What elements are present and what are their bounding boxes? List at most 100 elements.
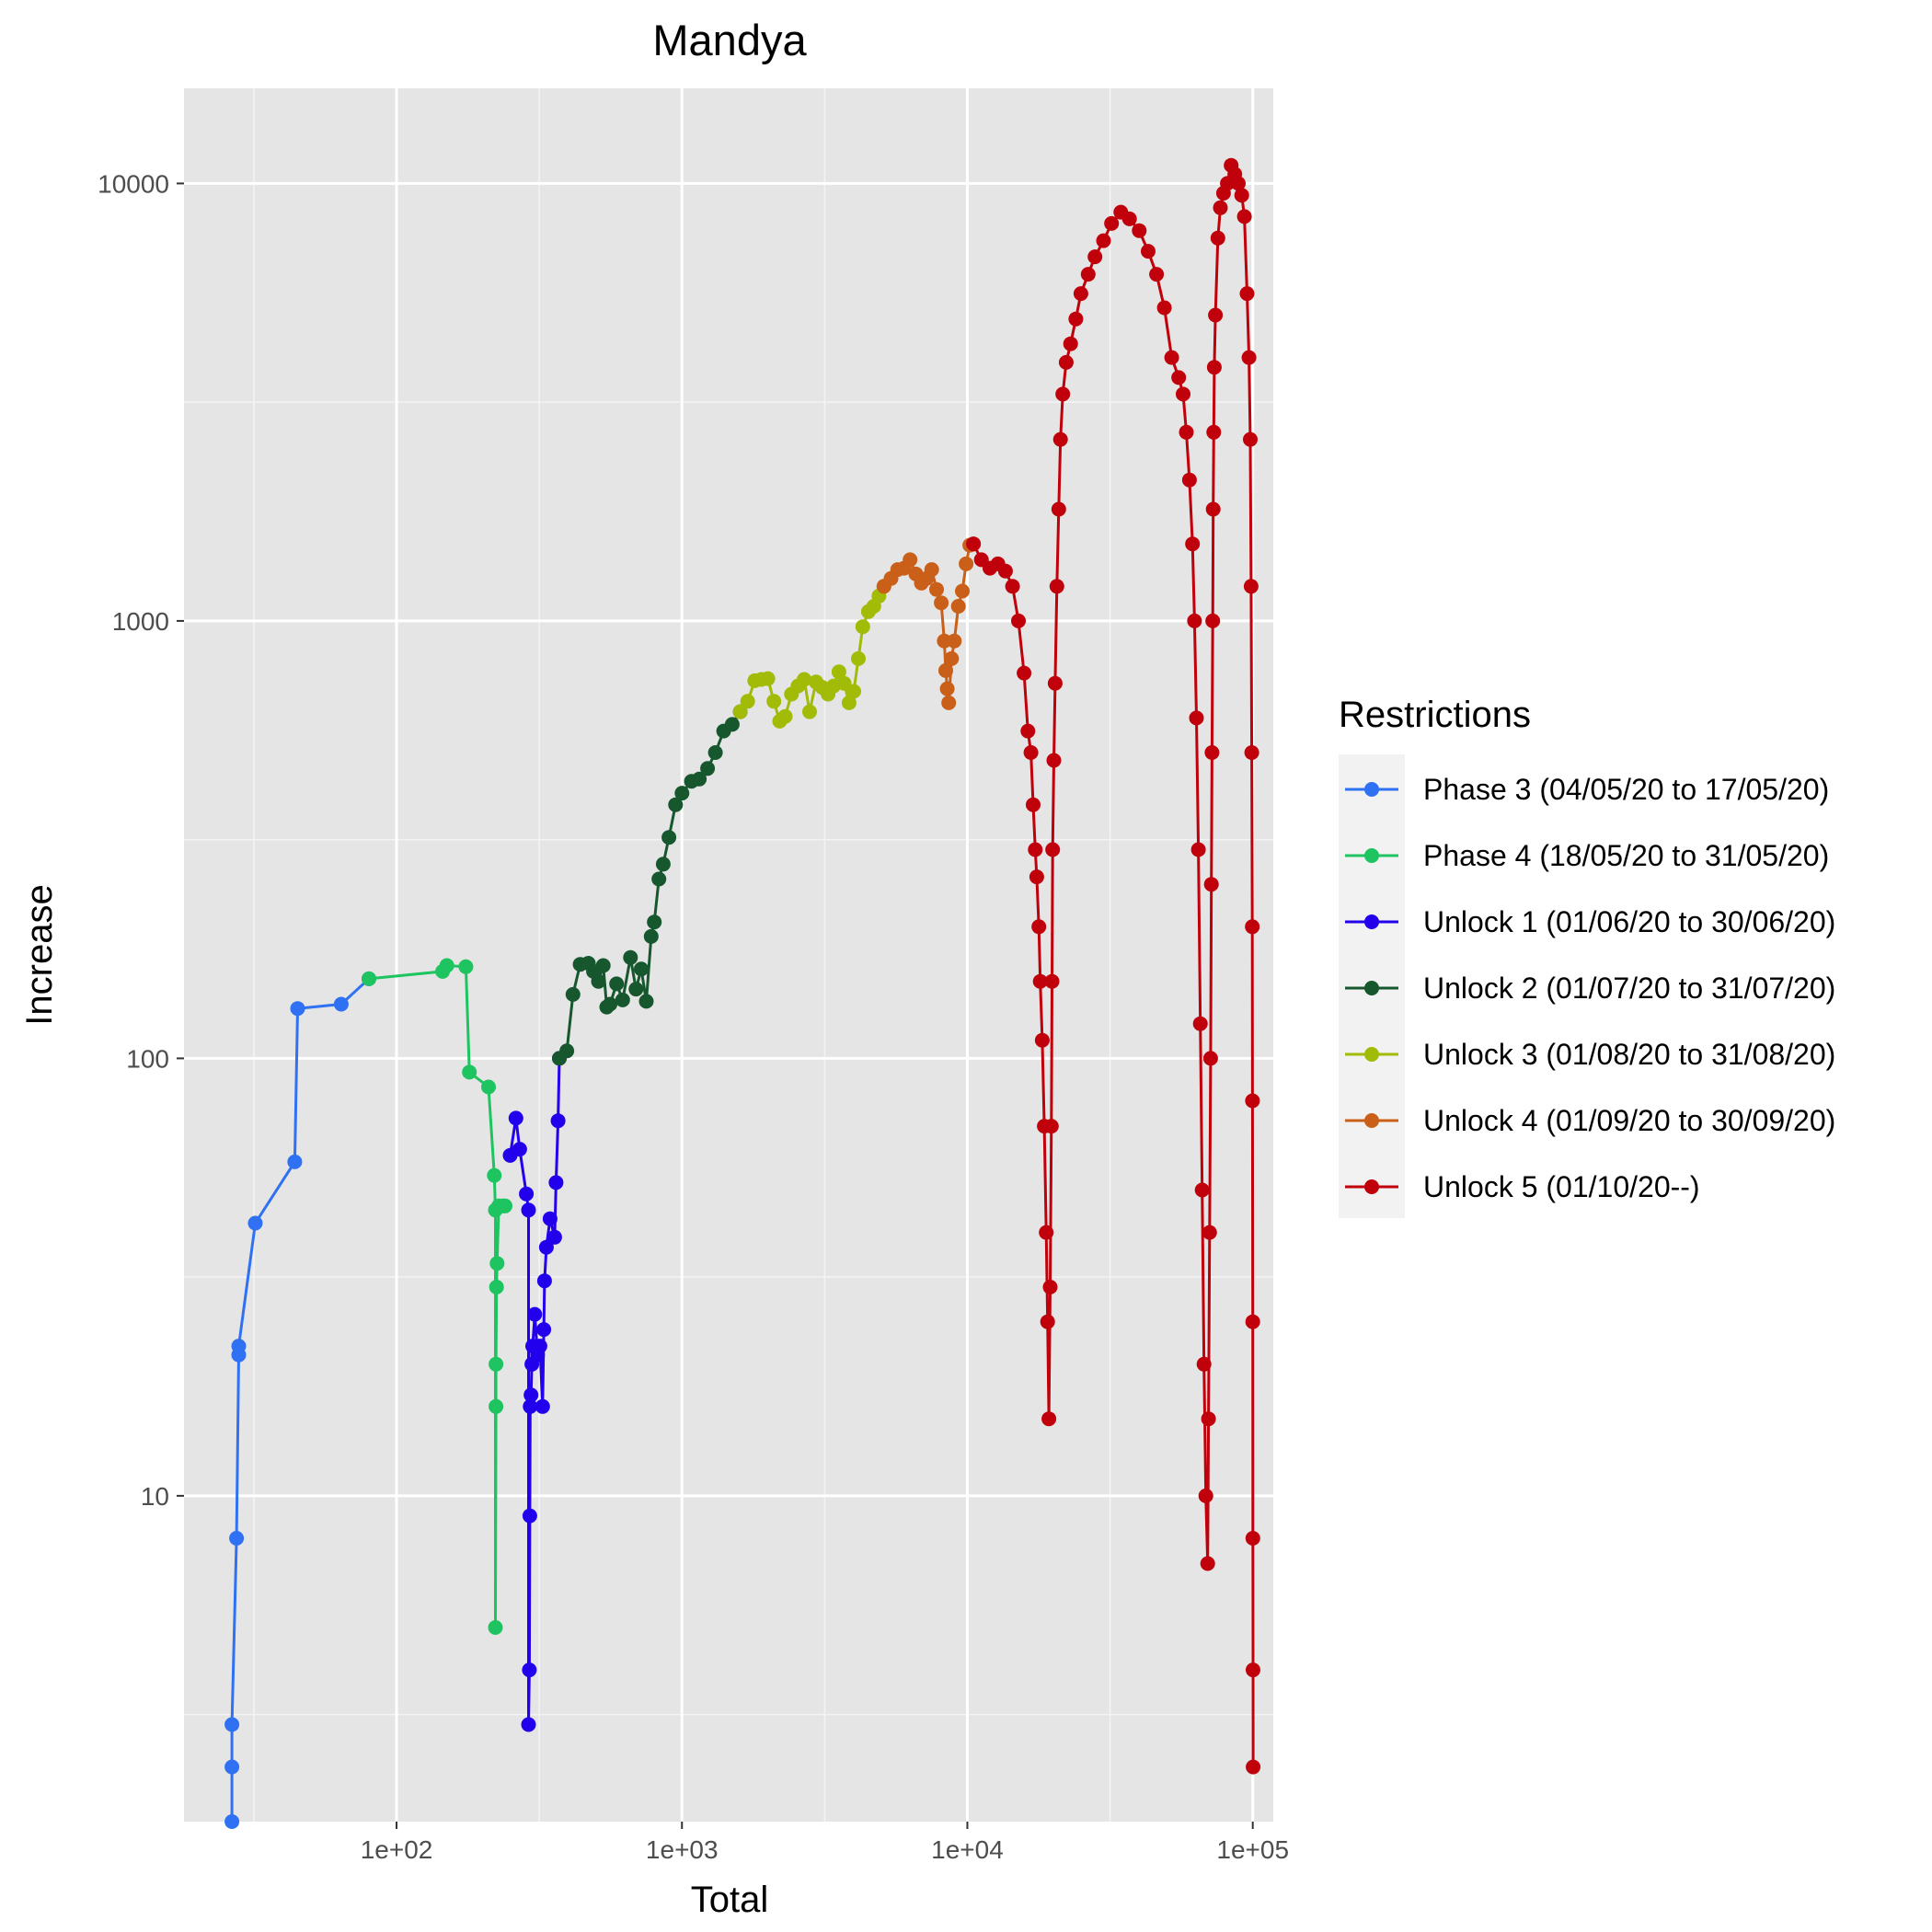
data-point <box>924 562 939 578</box>
data-point <box>628 982 644 997</box>
data-point <box>1040 1314 1055 1329</box>
data-point <box>1045 842 1061 857</box>
data-point <box>1052 431 1068 447</box>
data-point <box>1189 710 1204 726</box>
legend-key-point <box>1364 914 1379 929</box>
data-point <box>458 959 474 974</box>
data-point <box>692 771 707 787</box>
data-point <box>1096 233 1111 248</box>
data-point <box>1198 1488 1213 1503</box>
data-point <box>1187 613 1202 628</box>
data-point <box>1032 973 1048 989</box>
data-point <box>938 662 953 678</box>
data-point <box>546 1229 562 1245</box>
legend-label: Unlock 3 (01/08/20 to 31/08/20) <box>1423 1038 1835 1071</box>
data-point <box>1171 370 1187 385</box>
data-point <box>1011 613 1026 628</box>
data-point <box>489 1256 505 1271</box>
minor-gridlines <box>184 88 1273 1822</box>
data-point <box>1210 230 1225 246</box>
data-point <box>527 1306 543 1322</box>
data-point <box>559 1043 575 1059</box>
data-point <box>481 1079 496 1095</box>
data-point <box>929 581 944 597</box>
data-point <box>488 1620 503 1635</box>
data-point <box>439 958 454 973</box>
data-point <box>532 1339 547 1354</box>
data-point <box>997 563 1013 579</box>
data-point <box>1246 1662 1260 1678</box>
legend-key-point <box>1364 1047 1379 1062</box>
data-point <box>1041 1411 1057 1427</box>
data-point <box>1245 1093 1260 1109</box>
data-point <box>651 871 667 887</box>
data-point <box>489 1398 504 1414</box>
y-tick-label: 10000 <box>98 169 169 198</box>
data-point <box>1156 300 1172 316</box>
series-6 <box>876 536 982 710</box>
data-point <box>1034 1032 1050 1048</box>
data-point <box>565 986 581 1002</box>
data-point <box>634 961 649 977</box>
series-line <box>368 963 505 1628</box>
data-point <box>1080 267 1096 282</box>
data-point <box>1205 501 1221 517</box>
legend-title: Restrictions <box>1339 695 1531 735</box>
series-5 <box>732 579 891 729</box>
data-point <box>287 1154 303 1169</box>
data-point <box>229 1531 245 1546</box>
data-point <box>947 633 962 649</box>
data-point <box>855 619 870 635</box>
legend: Phase 3 (04/05/20 to 17/05/20) Phase 4 (1… <box>1345 773 1835 1203</box>
legend-key-point <box>1364 848 1379 863</box>
data-point <box>1185 536 1201 552</box>
data-point <box>841 695 857 710</box>
data-point <box>224 1814 240 1829</box>
data-point <box>1200 1556 1215 1571</box>
data-point <box>1204 745 1220 760</box>
data-point <box>1206 360 1222 375</box>
data-point <box>523 1387 539 1403</box>
data-point <box>1055 386 1071 402</box>
data-point <box>831 664 846 680</box>
data-point <box>1017 665 1032 681</box>
y-tick-label: 10 <box>141 1482 169 1511</box>
data-point <box>1051 501 1066 517</box>
data-point <box>1205 613 1221 628</box>
data-point <box>512 1142 527 1157</box>
data-point <box>1141 244 1156 259</box>
data-point <box>1164 350 1179 365</box>
data-point <box>1121 211 1137 226</box>
data-point <box>519 1186 535 1202</box>
data-point <box>1132 223 1147 238</box>
plot-panel <box>184 88 1273 1822</box>
data-point <box>1181 472 1197 488</box>
data-point <box>950 599 966 614</box>
data-point <box>944 650 960 666</box>
data-point <box>836 675 852 691</box>
data-point <box>595 958 611 973</box>
legend-label: Unlock 4 (01/09/20 to 30/09/20) <box>1423 1104 1835 1137</box>
legend-item: Unlock 4 (01/09/20 to 30/09/20) <box>1345 1104 1835 1137</box>
data-point <box>609 976 625 992</box>
data-point <box>1196 1356 1212 1372</box>
data-point <box>1020 723 1036 739</box>
legend-key-point <box>1364 1113 1379 1128</box>
data-point <box>548 1175 564 1190</box>
data-point <box>1047 675 1063 691</box>
series-layer <box>224 157 1261 1829</box>
data-point <box>959 556 974 571</box>
data-point <box>655 857 671 872</box>
chart-title: Mandya <box>652 16 807 64</box>
data-point <box>224 1759 240 1775</box>
x-axis-ticks: 1e+02 1e+03 1e+04 1e+05 <box>361 1822 1289 1864</box>
legend-key-point <box>1364 981 1379 995</box>
data-point <box>643 928 659 944</box>
data-point <box>231 1339 247 1354</box>
data-point <box>1231 176 1246 191</box>
data-point <box>623 949 638 965</box>
data-point <box>603 996 618 1012</box>
data-point <box>1028 842 1043 857</box>
legend-label: Unlock 1 (01/06/20 to 30/06/20) <box>1423 905 1835 938</box>
